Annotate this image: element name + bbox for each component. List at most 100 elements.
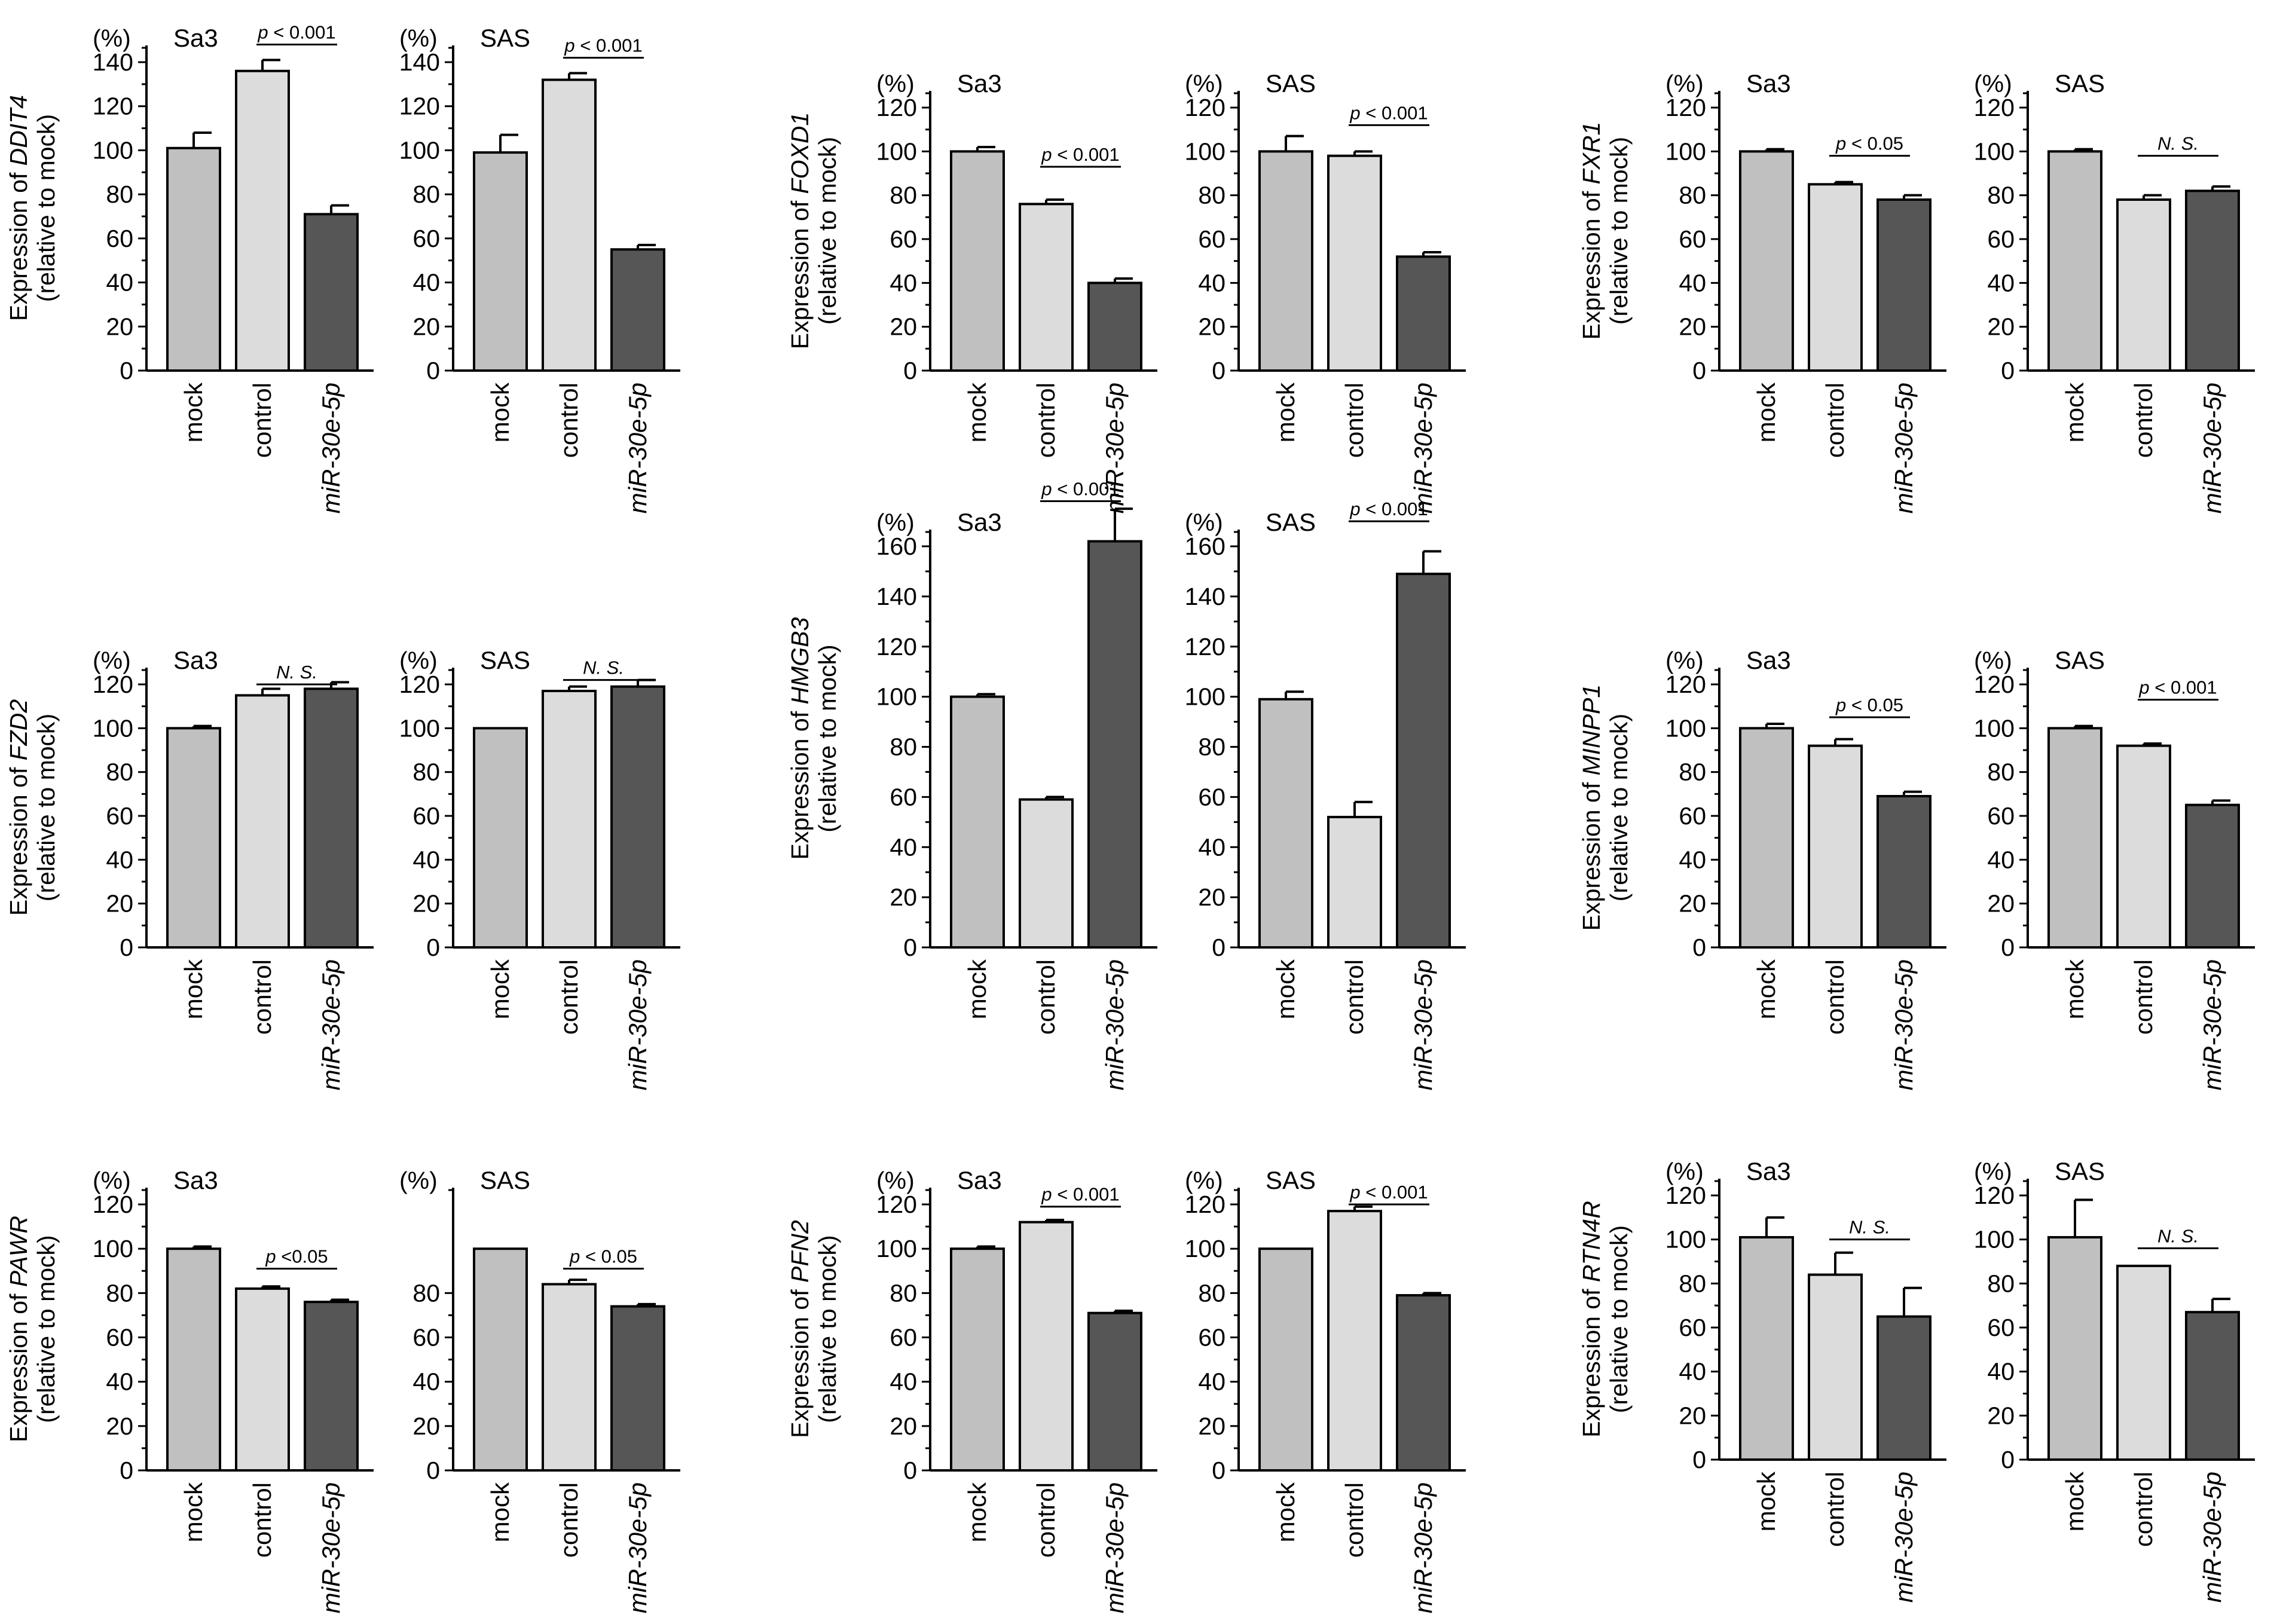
y-axis-title: Expression of FXR1 bbox=[1578, 122, 1605, 340]
y-tick-label: 100 bbox=[93, 714, 133, 742]
y-tick-label: 80 bbox=[1679, 759, 1706, 786]
y-axis-title-gene: FOXD1 bbox=[786, 112, 814, 194]
significance-p: p bbox=[569, 1246, 580, 1267]
category-label-control: control bbox=[1340, 959, 1368, 1035]
y-tick-label: 0 bbox=[120, 934, 133, 961]
panel-title: SAS bbox=[1266, 69, 1316, 97]
significance-label: p < 0.001 bbox=[1041, 1184, 1119, 1205]
bar-mir-30e-5p bbox=[1396, 573, 1451, 949]
bar-control bbox=[1327, 1210, 1382, 1472]
significance-value: < 0.001 bbox=[575, 35, 643, 56]
y-tick-label: 60 bbox=[106, 802, 133, 830]
significance-label: p < 0.001 bbox=[2138, 677, 2217, 698]
panel-title: SAS bbox=[2055, 1157, 2105, 1185]
category-label-mir-30e-5p: miR-30e-5p bbox=[2198, 383, 2226, 513]
y-tick-label: 100 bbox=[1665, 1226, 1706, 1253]
y-tick-label: 20 bbox=[1198, 883, 1225, 911]
panel-pfn2-sa3: 0 20 40 60 80 100 120(%) Sa3 mock control miR-30e-… bbox=[786, 1166, 1157, 1613]
y-axis-title-suffix: (relative to mock) bbox=[1605, 1225, 1633, 1413]
y-tick-label: 0 bbox=[903, 1457, 917, 1484]
y-axis-title-gene: FZD2 bbox=[5, 699, 32, 761]
y-tick-label: 20 bbox=[1198, 313, 1225, 341]
y-tick-label: 100 bbox=[876, 683, 917, 711]
bar-mir-30e-5p bbox=[610, 248, 665, 372]
bar-mock bbox=[950, 150, 1005, 372]
y-tick-label: 0 bbox=[1692, 1446, 1706, 1473]
category-label-mock: mock bbox=[1752, 1471, 1780, 1531]
y-tick-label: 40 bbox=[412, 1368, 440, 1396]
y-tick-label: 20 bbox=[412, 1412, 440, 1440]
bar-control bbox=[1019, 1221, 1074, 1472]
bar-mock bbox=[950, 1247, 1005, 1472]
bar-mir-30e-5p bbox=[1876, 1315, 1931, 1461]
bar-control bbox=[542, 78, 597, 372]
category-label-mir-30e-5p: miR-30e-5p bbox=[624, 383, 652, 513]
panel-pawr-sas: 0 20 40 60 80 (%) SAS mock control miR-30e-5p p < … bbox=[399, 1166, 680, 1613]
category-label-control: control bbox=[2129, 959, 2157, 1035]
y-tick-label: 60 bbox=[412, 1324, 440, 1351]
significance-p: p bbox=[1041, 144, 1052, 165]
y-tick-label: 0 bbox=[1692, 934, 1706, 961]
y-tick-label: 80 bbox=[412, 759, 440, 786]
percent-label: (%) bbox=[93, 647, 131, 674]
panel-title: SAS bbox=[480, 646, 530, 674]
y-tick-label: 80 bbox=[1198, 182, 1225, 209]
y-tick-label: 80 bbox=[106, 1279, 133, 1307]
y-tick-label: 120 bbox=[1185, 94, 1225, 121]
significance-label: p < 0.001 bbox=[564, 35, 642, 56]
y-tick-label: 80 bbox=[1198, 733, 1225, 761]
bar-mir-30e-5p bbox=[1087, 540, 1142, 949]
bar-mock bbox=[1739, 150, 1794, 372]
significance-label: p < 0.05 bbox=[1835, 133, 1903, 154]
significance-label: p < 0.001 bbox=[257, 22, 335, 43]
category-label-mock: mock bbox=[486, 1482, 514, 1542]
bar-mock bbox=[1258, 150, 1313, 372]
significance-label: p < 0.001 bbox=[1349, 498, 1428, 519]
y-tick-label: 80 bbox=[1679, 182, 1706, 209]
y-tick-label: 80 bbox=[1987, 1270, 2015, 1297]
significance-label: p < 0.001 bbox=[1349, 1182, 1428, 1203]
y-tick-label: 120 bbox=[876, 1191, 917, 1218]
y-tick-label: 60 bbox=[890, 225, 917, 253]
y-tick-label: 120 bbox=[1974, 94, 2015, 121]
bar-control bbox=[235, 69, 290, 372]
y-tick-label: 40 bbox=[106, 1368, 133, 1396]
bar-mir-30e-5p bbox=[2185, 1311, 2240, 1461]
significance-label: p < 0.05 bbox=[569, 1246, 637, 1267]
percent-label: (%) bbox=[399, 25, 438, 52]
y-tick-label: 100 bbox=[1665, 714, 1706, 742]
y-tick-label: 20 bbox=[1987, 890, 2015, 917]
y-tick-label: 40 bbox=[1679, 846, 1706, 873]
y-tick-label: 20 bbox=[1679, 313, 1706, 341]
bar-control bbox=[235, 1287, 290, 1472]
y-axis-title-gene: HMGB3 bbox=[786, 617, 814, 705]
y-axis-title-prefix: Expression of bbox=[786, 1283, 814, 1438]
bar-control bbox=[1327, 815, 1382, 949]
bar-mir-30e-5p bbox=[1396, 1294, 1451, 1472]
y-tick-label: 80 bbox=[890, 1279, 917, 1307]
y-axis-title-prefix: Expression of bbox=[5, 760, 32, 916]
category-label-mir-30e-5p: miR-30e-5p bbox=[1409, 959, 1437, 1090]
significance-value: < 0.05 bbox=[1846, 695, 1903, 715]
category-label-mock: mock bbox=[486, 959, 514, 1019]
panel-title: Sa3 bbox=[1746, 646, 1791, 674]
bar-control bbox=[1019, 798, 1074, 949]
y-tick-label: 0 bbox=[1212, 1457, 1225, 1484]
significance-label: N. S. bbox=[1849, 1217, 1890, 1238]
y-tick-label: 60 bbox=[1679, 225, 1706, 253]
significance-p: p bbox=[1835, 695, 1846, 715]
y-tick-label: 60 bbox=[1987, 225, 2015, 253]
y-axis-title: Expression of PFN2 bbox=[786, 1220, 814, 1438]
bar-control bbox=[542, 690, 597, 949]
y-axis-title-gene: FXR1 bbox=[1578, 122, 1605, 185]
bar-mir-30e-5p bbox=[304, 213, 359, 372]
category-label-mir-30e-5p: miR-30e-5p bbox=[1101, 383, 1129, 513]
panel-title: SAS bbox=[2055, 69, 2105, 97]
bar-mir-30e-5p bbox=[610, 685, 665, 949]
significance-value: < 0.001 bbox=[1361, 498, 1428, 519]
y-tick-label: 60 bbox=[412, 225, 440, 252]
y-tick-label: 80 bbox=[890, 733, 917, 761]
category-label-control: control bbox=[1032, 1482, 1060, 1558]
category-label-mir-30e-5p: miR-30e-5p bbox=[1890, 959, 1918, 1090]
category-label-mir-30e-5p: miR-30e-5p bbox=[317, 1482, 345, 1613]
